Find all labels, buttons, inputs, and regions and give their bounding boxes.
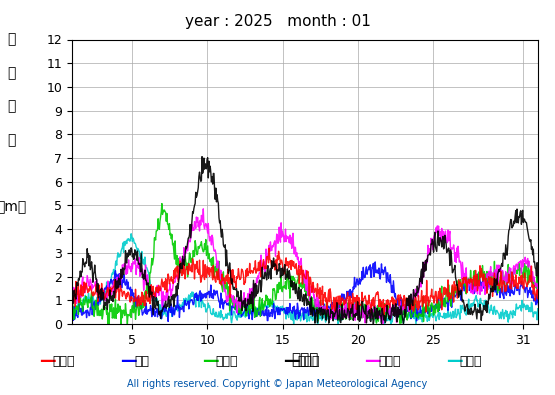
- Text: 唐桑: 唐桑: [134, 355, 149, 368]
- Text: 高: 高: [7, 133, 16, 147]
- Text: —: —: [365, 352, 381, 371]
- Text: 義: 義: [7, 66, 16, 80]
- Text: 石廂崎: 石廂崎: [215, 355, 238, 368]
- Text: 上ノ国: 上ノ国: [53, 355, 75, 368]
- Text: 生月島: 生月島: [379, 355, 401, 368]
- Text: year : 2025   month : 01: year : 2025 month : 01: [185, 14, 370, 29]
- Text: 経ヶ岸: 経ヶ岸: [297, 355, 320, 368]
- Text: —: —: [201, 352, 218, 371]
- Text: （m）: （m）: [0, 200, 26, 214]
- Text: All rights reserved. Copyright © Japan Meteorological Agency: All rights reserved. Copyright © Japan M…: [128, 379, 427, 389]
- Text: —: —: [446, 352, 462, 371]
- Text: —: —: [283, 352, 300, 371]
- X-axis label: （日）: （日）: [291, 352, 319, 367]
- Text: 屋久島: 屋久島: [460, 355, 482, 368]
- Text: —: —: [120, 352, 137, 371]
- Text: —: —: [39, 352, 56, 371]
- Text: 波: 波: [7, 100, 16, 114]
- Text: 有: 有: [7, 32, 16, 47]
